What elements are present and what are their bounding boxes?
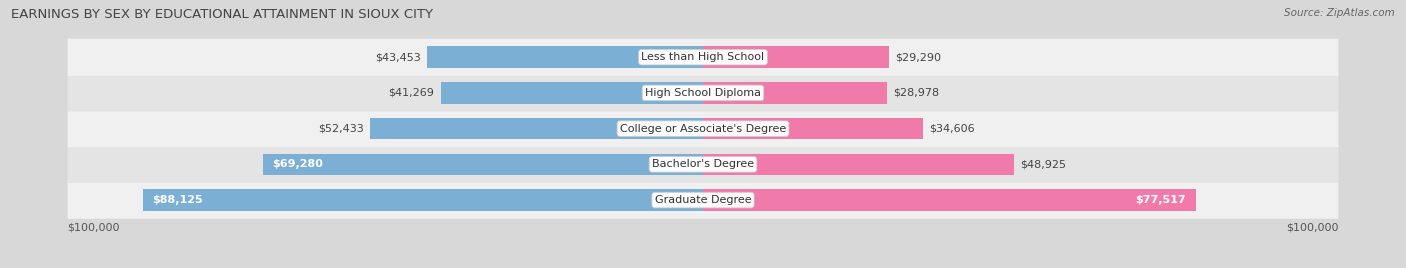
Text: $48,925: $48,925 bbox=[1021, 159, 1066, 169]
Text: Bachelor's Degree: Bachelor's Degree bbox=[652, 159, 754, 169]
Text: Graduate Degree: Graduate Degree bbox=[655, 195, 751, 205]
Text: $69,280: $69,280 bbox=[273, 159, 323, 169]
Text: Source: ZipAtlas.com: Source: ZipAtlas.com bbox=[1284, 8, 1395, 18]
Text: $52,433: $52,433 bbox=[318, 124, 364, 134]
Text: $100,000: $100,000 bbox=[1286, 223, 1339, 233]
Bar bbox=[263, 154, 703, 175]
Text: $100,000: $100,000 bbox=[67, 223, 120, 233]
Text: High School Diploma: High School Diploma bbox=[645, 88, 761, 98]
Bar bbox=[143, 189, 703, 211]
Text: College or Associate's Degree: College or Associate's Degree bbox=[620, 124, 786, 134]
Text: $34,606: $34,606 bbox=[929, 124, 974, 134]
Text: $77,517: $77,517 bbox=[1136, 195, 1187, 205]
FancyBboxPatch shape bbox=[67, 39, 1339, 76]
Bar bbox=[440, 82, 703, 104]
Bar bbox=[703, 46, 889, 68]
FancyBboxPatch shape bbox=[67, 181, 1339, 219]
Text: $41,269: $41,269 bbox=[388, 88, 434, 98]
Bar bbox=[703, 118, 922, 139]
FancyBboxPatch shape bbox=[67, 146, 1339, 183]
Bar bbox=[703, 189, 1195, 211]
Bar bbox=[703, 154, 1014, 175]
Text: $88,125: $88,125 bbox=[153, 195, 204, 205]
Text: $28,978: $28,978 bbox=[893, 88, 939, 98]
Text: EARNINGS BY SEX BY EDUCATIONAL ATTAINMENT IN SIOUX CITY: EARNINGS BY SEX BY EDUCATIONAL ATTAINMEN… bbox=[11, 8, 433, 21]
Text: $43,453: $43,453 bbox=[375, 52, 420, 62]
Bar bbox=[703, 82, 887, 104]
Bar bbox=[427, 46, 703, 68]
FancyBboxPatch shape bbox=[67, 110, 1339, 147]
Text: $29,290: $29,290 bbox=[896, 52, 942, 62]
Text: Less than High School: Less than High School bbox=[641, 52, 765, 62]
FancyBboxPatch shape bbox=[67, 74, 1339, 111]
Bar bbox=[370, 118, 703, 139]
